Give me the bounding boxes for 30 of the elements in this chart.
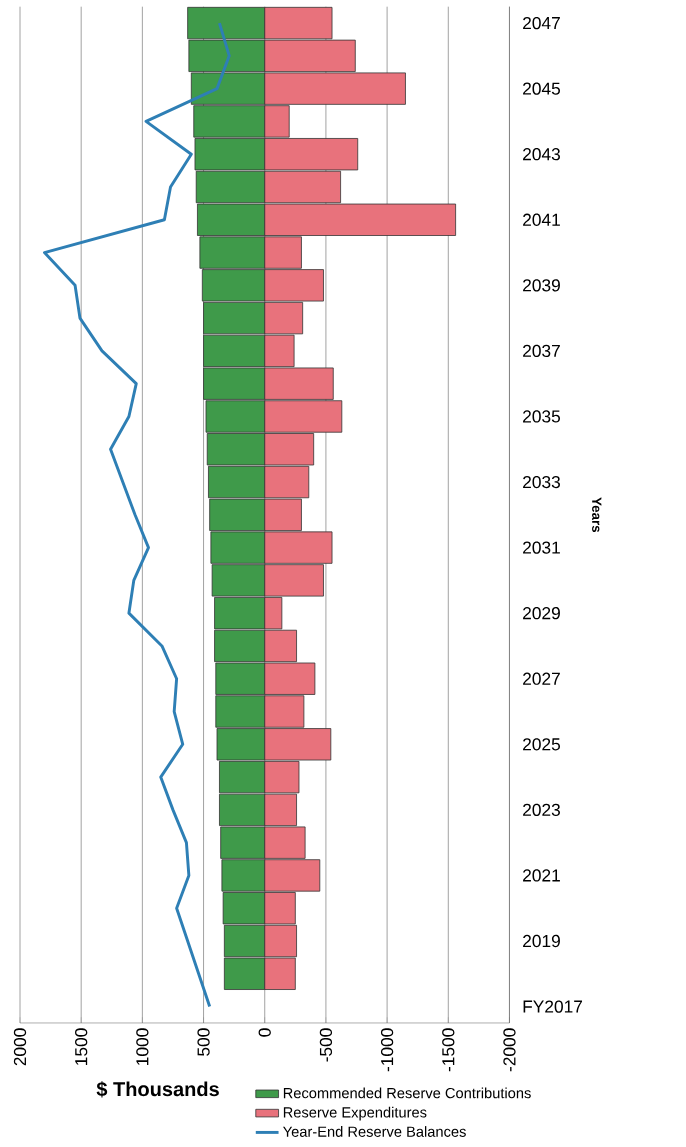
x-tick-label: -1000: [381, 1028, 394, 1072]
y-tick-label: 2035: [523, 410, 561, 423]
y-tick-label: 2033: [523, 475, 561, 489]
y-tick-label: 2025: [523, 738, 561, 751]
y-tick-label: 2023: [523, 803, 561, 816]
y-tick-label: 2021: [523, 869, 561, 882]
y-tick-label: 2037: [523, 344, 561, 358]
y-tick-label: FY2017: [523, 1000, 583, 1013]
y-tick-label: 2041: [523, 213, 561, 226]
y-tick-label: 2019: [523, 934, 561, 948]
y-tick-label: 2027: [523, 672, 561, 685]
x-tick-label: -2000: [503, 1028, 516, 1072]
x-axis-title: $ Thousands: [96, 1081, 220, 1098]
y-tick-label: 2031: [523, 541, 561, 554]
x-tick-label: 2000: [14, 1028, 27, 1066]
y-tick-label: 2039: [523, 279, 561, 292]
legend-label: Year-End Reserve Balances: [283, 1126, 467, 1137]
legend-label: Reserve Expenditures: [284, 1106, 427, 1121]
x-tick-label: 1000: [136, 1028, 149, 1065]
y-tick-label: 2047: [523, 16, 561, 30]
x-tick-label: 1500: [75, 1028, 88, 1065]
legend-label: Recommended Reserve Contributions: [284, 1087, 532, 1099]
x-tick-label: -1500: [442, 1028, 455, 1072]
y-axis-title: Years: [592, 497, 602, 533]
x-tick-label: 500: [197, 1028, 210, 1056]
x-tick-label: 0: [258, 1028, 272, 1037]
y-tick-label: 2029: [523, 607, 561, 620]
x-tick-label: -500: [320, 1028, 333, 1062]
y-tick-label: 2043: [523, 148, 561, 161]
y-tick-label: 2045: [523, 82, 561, 95]
